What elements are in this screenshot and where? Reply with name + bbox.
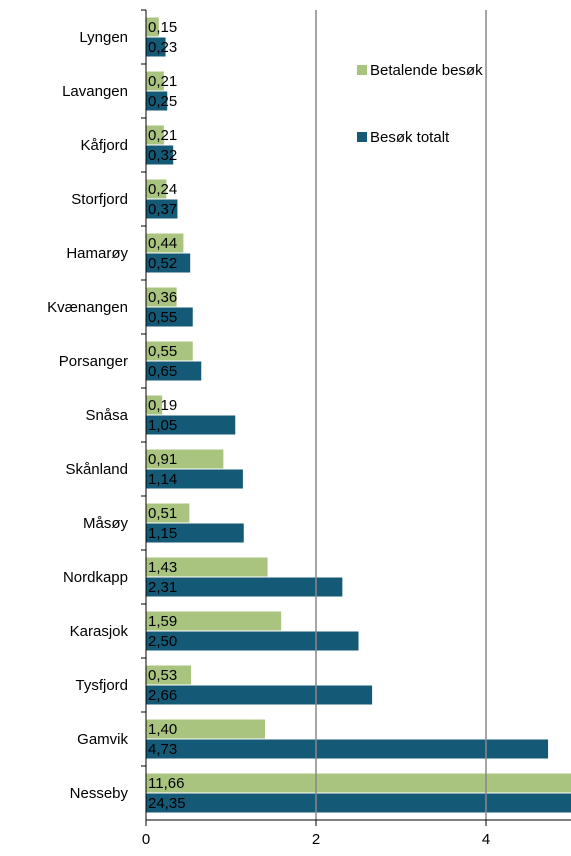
legend-swatch [357, 65, 367, 75]
data-label: 0,53 [148, 667, 177, 684]
bar [146, 719, 265, 739]
data-label: 1,59 [148, 613, 177, 630]
y-tick-label: Lyngen [79, 29, 128, 46]
data-label: 0,24 [148, 181, 177, 198]
data-label: 0,36 [148, 289, 177, 306]
data-label: 1,05 [148, 417, 177, 434]
y-tick-label: Gamvik [77, 731, 128, 748]
bar [146, 577, 343, 597]
bar [146, 307, 193, 327]
data-label: 2,66 [148, 687, 177, 704]
data-label: 2,31 [148, 579, 177, 596]
bar [146, 361, 202, 381]
x-tick-label: 0 [142, 831, 150, 848]
bar [146, 125, 164, 145]
bar [146, 199, 178, 219]
y-tick-label: Snåsa [85, 407, 128, 424]
bar [146, 503, 190, 523]
data-label: 0,37 [148, 201, 177, 218]
bar [146, 523, 244, 543]
y-tick-label: Tysfjord [75, 677, 128, 694]
bar [146, 17, 159, 37]
legend-label: Besøk totalt [370, 129, 450, 146]
bar [146, 631, 359, 651]
data-label: 0,65 [148, 363, 177, 380]
data-label: 0,51 [148, 505, 177, 522]
data-label: 11,66 [148, 775, 184, 792]
data-label: 0,44 [148, 235, 177, 252]
data-label: 0,19 [148, 397, 177, 414]
data-label: 0,21 [148, 73, 177, 90]
data-label: 0,55 [148, 343, 177, 360]
y-tick-label: Storfjord [71, 191, 128, 208]
legend-label: Betalende besøk [370, 62, 483, 79]
data-label: 0,52 [148, 255, 177, 272]
data-label: 4,73 [148, 741, 177, 758]
data-label: 1,14 [148, 471, 177, 488]
data-label: 0,21 [148, 127, 177, 144]
bar [146, 395, 163, 415]
y-tick-label: Porsanger [59, 353, 128, 370]
data-label: 1,40 [148, 721, 177, 738]
data-label: 1,43 [148, 559, 177, 576]
y-tick-label: Skånland [65, 461, 128, 478]
y-tick-label: Lavangen [62, 83, 128, 100]
data-label: 24,35 [148, 795, 186, 812]
bar [146, 71, 164, 91]
bar [146, 179, 167, 199]
y-tick-label: Kåfjord [80, 137, 128, 154]
bar [146, 739, 549, 759]
plot-area [146, 17, 571, 813]
bar [146, 233, 184, 253]
x-tick-label: 2 [312, 831, 320, 848]
bar [146, 469, 243, 489]
bar [146, 415, 236, 435]
y-tick-label: Nordkapp [63, 569, 128, 586]
bar [146, 37, 166, 57]
bar [146, 685, 373, 705]
bar [146, 449, 224, 469]
bar [146, 91, 168, 111]
legend-swatch [357, 132, 367, 142]
data-label: 0,55 [148, 309, 177, 326]
bar [146, 557, 268, 577]
bar [146, 287, 177, 307]
data-label: 0,15 [148, 19, 177, 36]
x-tick-label: 4 [482, 831, 490, 848]
y-tick-label: Hamarøy [66, 245, 128, 262]
bar [146, 665, 192, 685]
data-label: 0,23 [148, 39, 177, 56]
bar [146, 253, 191, 273]
bar [146, 773, 571, 793]
data-label: 2,50 [148, 633, 177, 650]
y-tick-label: Karasjok [70, 623, 129, 640]
data-label: 0,91 [148, 451, 177, 468]
data-label: 0,32 [148, 147, 177, 164]
data-label: 0,25 [148, 93, 177, 110]
bar [146, 341, 193, 361]
bar [146, 145, 174, 165]
y-tick-label: Måsøy [83, 515, 129, 532]
bar [146, 793, 571, 813]
y-tick-label: Kvænangen [47, 299, 128, 316]
data-label: 1,15 [148, 525, 177, 542]
y-tick-label: Nesseby [70, 785, 129, 802]
bar [146, 611, 282, 631]
